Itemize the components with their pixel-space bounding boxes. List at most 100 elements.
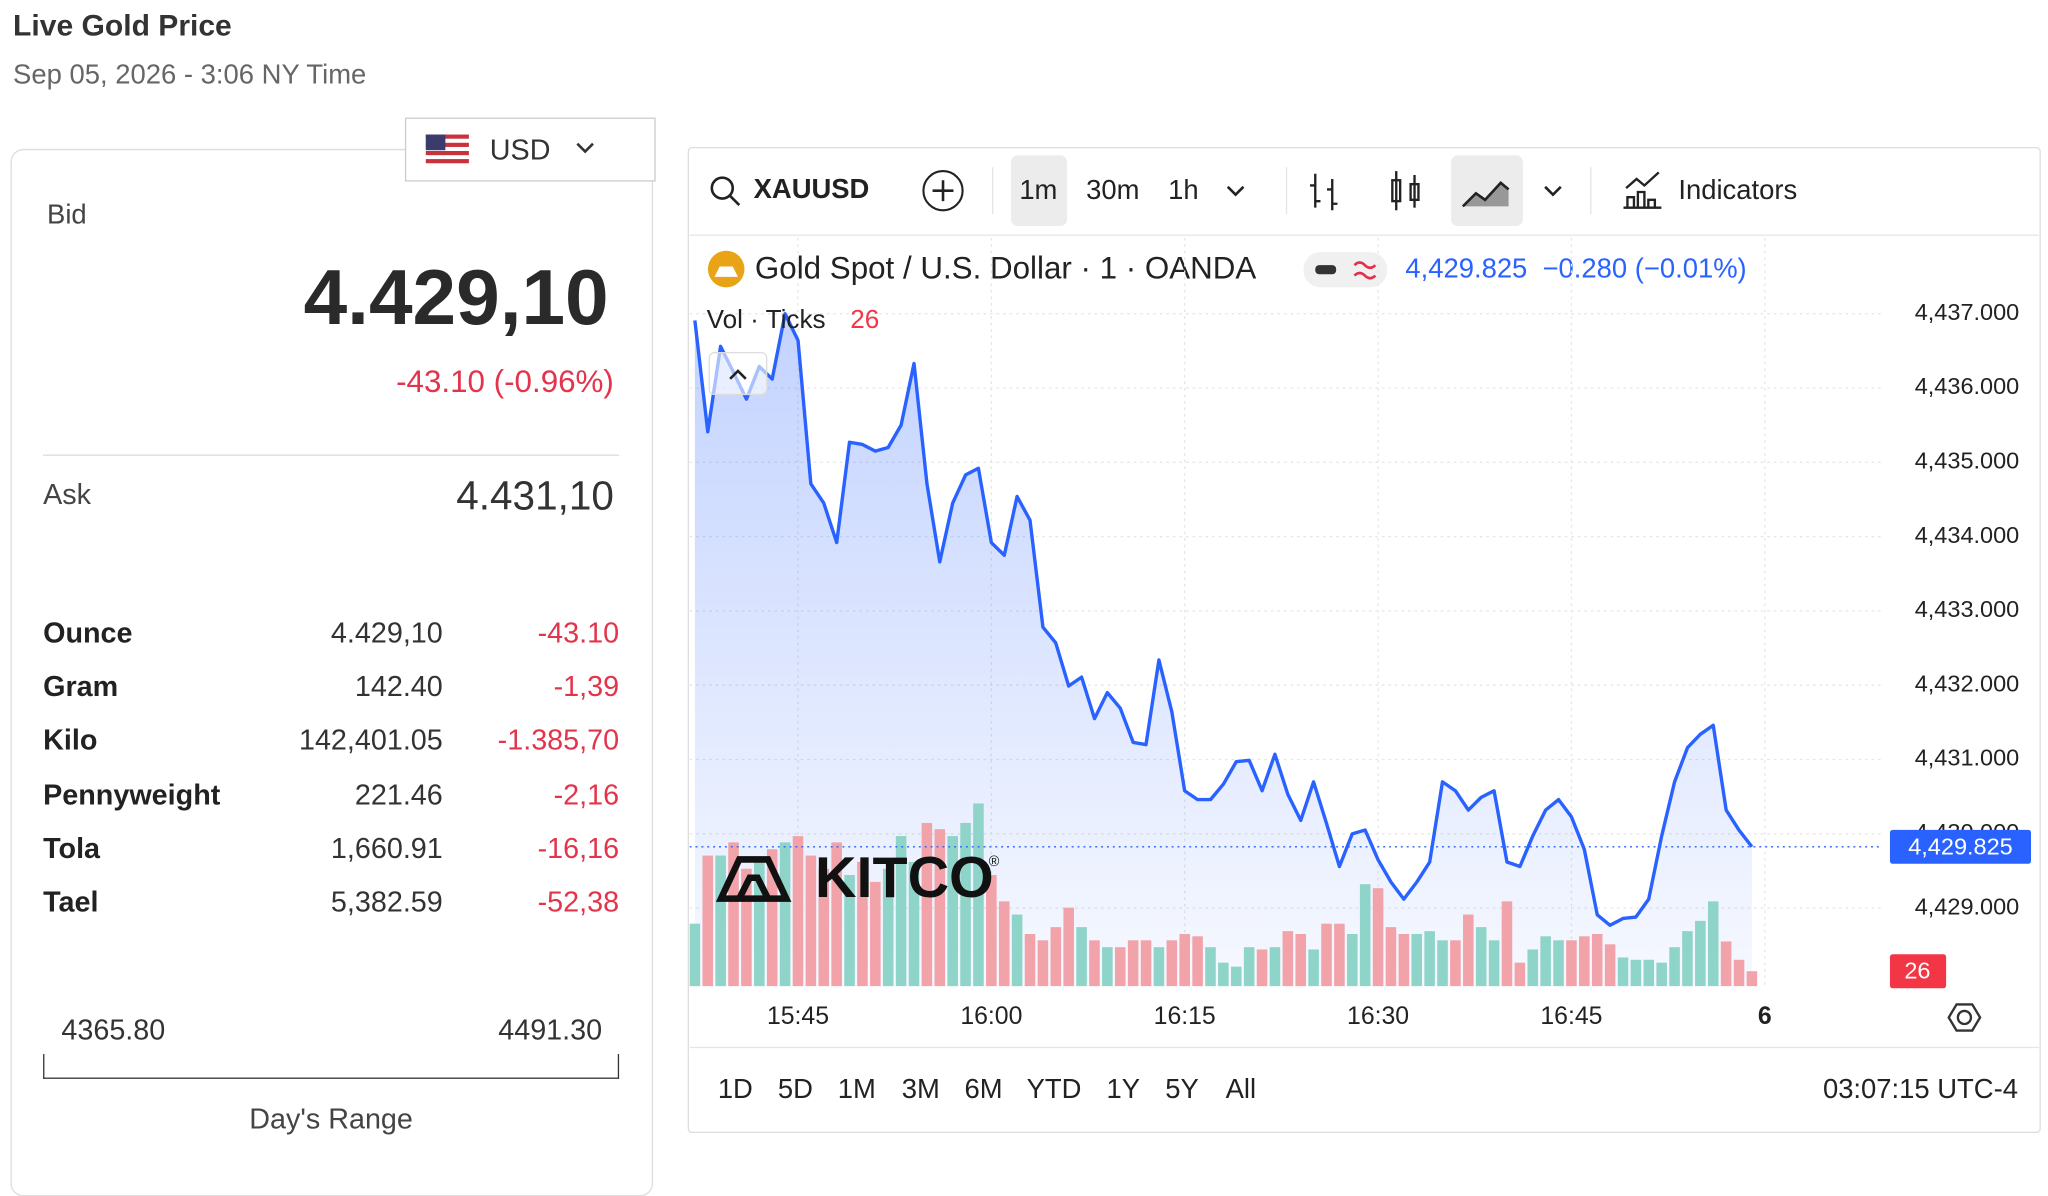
volume-bar bbox=[1308, 949, 1319, 987]
logo-text: KITCO bbox=[815, 846, 994, 910]
volume-bar bbox=[1166, 940, 1178, 987]
currency-selector[interactable]: USD bbox=[404, 117, 656, 182]
ask-label: Ask bbox=[43, 478, 92, 511]
unit-price: 142,401.05 bbox=[298, 723, 443, 757]
volume-bar bbox=[1295, 934, 1307, 987]
symbol-logo-bar bbox=[714, 266, 738, 277]
axes: 4,429.0004,430.0004,431.0004,432.0004,43… bbox=[767, 299, 2032, 1030]
unit-row: Tael 5,382.59 -52,38 bbox=[43, 886, 619, 925]
range-button[interactable]: 5D bbox=[778, 1073, 813, 1104]
page: Live Gold Price Sep 05, 2026 - 3:06 NY T… bbox=[10, 9, 2041, 1196]
unit-price: 142.40 bbox=[354, 670, 443, 703]
range-button[interactable]: 1D bbox=[718, 1073, 753, 1104]
volume-bar bbox=[1140, 940, 1152, 987]
volume-bar bbox=[1450, 940, 1461, 987]
last-volume-label: 26 bbox=[1904, 958, 1930, 984]
last-price-label: 4,429.825 bbox=[1908, 833, 2013, 859]
volume-bar bbox=[805, 855, 817, 987]
unit-row: Pennyweight 221.46 -2,16 bbox=[43, 778, 619, 817]
x-tick-label: 16:15 bbox=[1154, 1003, 1216, 1030]
range-button[interactable]: 5Y bbox=[1165, 1073, 1199, 1104]
volume-bar bbox=[1179, 934, 1190, 987]
volume-bar bbox=[1746, 971, 1758, 987]
area-icon bbox=[1462, 182, 1509, 207]
plot-area bbox=[689, 237, 1881, 987]
unit-name: Ounce bbox=[43, 616, 133, 650]
volume-bar bbox=[1205, 947, 1216, 987]
volume-bar bbox=[1566, 940, 1577, 987]
volume-bar bbox=[1050, 927, 1062, 987]
toolbar-separators bbox=[991, 167, 1592, 215]
volume-bar bbox=[1643, 959, 1655, 987]
unit-name: Kilo bbox=[43, 723, 98, 757]
volume-bar bbox=[870, 881, 881, 987]
legend-toggle-icon bbox=[1353, 261, 1377, 280]
collapse-icon bbox=[729, 369, 747, 380]
volume-bar bbox=[1720, 941, 1732, 987]
volume-bar bbox=[844, 875, 855, 987]
volume-bar bbox=[1269, 947, 1281, 987]
volume-bar bbox=[960, 822, 971, 987]
volume-bar bbox=[1282, 931, 1294, 987]
volume-bar bbox=[1089, 940, 1100, 987]
x-tick-label: 16:45 bbox=[1540, 1003, 1602, 1030]
symbol[interactable]: XAUUSD bbox=[754, 173, 870, 204]
volume-bar bbox=[973, 803, 984, 987]
divider bbox=[43, 454, 620, 456]
toolbar-icons bbox=[710, 170, 1662, 212]
x-tick-label: 16:30 bbox=[1347, 1003, 1409, 1030]
volume-bar bbox=[1475, 927, 1487, 987]
logo-icon bbox=[715, 856, 792, 902]
volume-bar bbox=[1579, 936, 1590, 987]
volume-bar bbox=[1230, 966, 1242, 987]
volume-bar bbox=[895, 836, 907, 987]
unit-price: 4.429,10 bbox=[330, 616, 443, 650]
interval-button[interactable]: 30m bbox=[1086, 174, 1139, 205]
range-button[interactable]: YTD bbox=[1027, 1073, 1082, 1104]
price-line bbox=[693, 312, 1754, 927]
settings-icon[interactable] bbox=[1956, 1009, 1973, 1026]
legend-toggle-icon bbox=[1315, 265, 1337, 275]
volume-bar bbox=[1669, 947, 1680, 987]
unit-name: Tael bbox=[43, 885, 99, 919]
volume-bar bbox=[1218, 962, 1229, 987]
volume-bar bbox=[1488, 940, 1500, 987]
volume-bar bbox=[1553, 940, 1564, 987]
y-tick-label: 4,432.000 bbox=[1915, 670, 2020, 696]
volume-bar bbox=[908, 861, 920, 987]
unit-change: -16,16 bbox=[537, 831, 620, 865]
range-buttons: 1D 5D 1M 3M 6M YTD 1Y 5Y All bbox=[718, 1073, 1256, 1104]
interval-button[interactable]: 1m bbox=[1019, 174, 1057, 205]
collapse-button[interactable] bbox=[708, 351, 768, 396]
bid-label: Bid bbox=[47, 199, 87, 230]
indicators-button[interactable]: Indicators bbox=[1678, 174, 1797, 205]
range-button[interactable]: 1M bbox=[838, 1073, 876, 1104]
unit-row: Ounce 4.429,10 -43.10 bbox=[43, 616, 619, 655]
volume-bar bbox=[1424, 931, 1435, 987]
volume-legend-value: 26 bbox=[850, 304, 879, 334]
volume-bar bbox=[1437, 940, 1448, 987]
volume-bar bbox=[1347, 934, 1358, 987]
volume-bar bbox=[779, 842, 791, 987]
x-tick-label: 6 bbox=[1758, 1003, 1772, 1030]
legend-toggle[interactable] bbox=[1303, 252, 1388, 288]
volume-bar bbox=[1617, 957, 1629, 987]
volume-bar bbox=[1011, 914, 1023, 987]
bid-price: 4.429,10 bbox=[303, 253, 609, 341]
volume-bar bbox=[1707, 901, 1719, 987]
volume-bar bbox=[1153, 947, 1165, 987]
volume-bar bbox=[1398, 934, 1410, 987]
volume-bar bbox=[1527, 949, 1539, 987]
range-button[interactable]: 6M bbox=[964, 1073, 1002, 1104]
volume-bar bbox=[1591, 934, 1603, 987]
range-button[interactable]: 3M bbox=[902, 1073, 940, 1104]
unit-change: -43.10 bbox=[537, 616, 620, 650]
range-button[interactable]: 1Y bbox=[1106, 1073, 1140, 1104]
x-tick-label: 16:00 bbox=[960, 1003, 1022, 1030]
chart-type-selected[interactable] bbox=[1451, 155, 1523, 226]
volume-bar bbox=[754, 861, 765, 987]
interval-button[interactable]: 1h bbox=[1168, 174, 1198, 205]
range-button[interactable]: All bbox=[1226, 1073, 1256, 1104]
unit-change: -1.385,70 bbox=[497, 723, 620, 757]
volume-bar bbox=[741, 868, 752, 987]
